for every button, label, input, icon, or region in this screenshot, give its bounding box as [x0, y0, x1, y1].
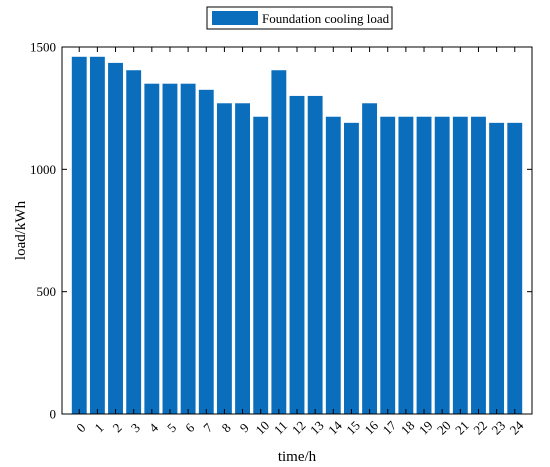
- bar-4: [144, 83, 160, 414]
- x-tick-label: 22: [470, 418, 490, 438]
- x-tick-label: 15: [343, 418, 363, 438]
- bar-5: [162, 83, 178, 414]
- bar-0: [71, 56, 87, 414]
- x-tick-label: 23: [488, 418, 508, 438]
- bar-15: [344, 122, 359, 414]
- x-tick-label: 17: [379, 417, 399, 437]
- bar-14: [325, 116, 341, 414]
- bar-3: [126, 70, 142, 415]
- x-tick-label: 19: [416, 418, 436, 438]
- bar-24: [507, 122, 523, 414]
- bar-12: [289, 95, 305, 415]
- x-tick-label: 8: [218, 420, 233, 435]
- bar-22: [471, 116, 486, 414]
- x-tick-label: 7: [200, 420, 216, 436]
- bar-7: [198, 89, 214, 414]
- x-axis-label: time/h: [278, 449, 317, 465]
- bar-1: [89, 56, 105, 414]
- bar-21: [452, 116, 468, 414]
- x-tick-label: 21: [452, 418, 472, 438]
- x-tick-label: 18: [398, 418, 418, 438]
- bar-9: [235, 103, 250, 415]
- bar-10: [253, 116, 269, 414]
- y-axis-label: load/kWh: [13, 200, 29, 260]
- legend: Foundation cooling load: [206, 6, 393, 30]
- bar-23: [489, 122, 505, 414]
- x-tick-label: 20: [434, 418, 454, 438]
- y-axis-ticks: 0 500 1000 1500: [30, 40, 532, 422]
- bar-11: [271, 70, 287, 415]
- bar-17: [380, 116, 396, 414]
- x-tick-label: 11: [271, 418, 290, 437]
- x-tick-label: 3: [128, 420, 143, 435]
- x-tick-label: 10: [252, 418, 272, 438]
- x-tick-label: 2: [110, 420, 125, 435]
- x-tick-label: 13: [307, 418, 327, 438]
- legend-swatch: [212, 11, 258, 25]
- legend-entry: Foundation cooling load: [262, 11, 390, 26]
- y-tick-label: 0: [50, 407, 57, 422]
- bar-2: [108, 62, 123, 415]
- y-tick-label: 500: [37, 284, 57, 299]
- x-tick-label: 9: [237, 420, 252, 435]
- x-tick-label: 1: [91, 420, 106, 435]
- plot-frame: [61, 46, 533, 415]
- bar-16: [362, 103, 378, 415]
- x-tick-label: 4: [146, 420, 162, 436]
- bars-group: [71, 56, 523, 415]
- y-tick-label: 1500: [30, 40, 56, 55]
- bar-8: [216, 103, 232, 415]
- bar-6: [180, 83, 196, 414]
- x-tick-label: 0: [73, 420, 88, 435]
- x-tick-label: 6: [182, 420, 198, 436]
- bar-19: [416, 116, 432, 414]
- x-tick-label: 12: [289, 418, 309, 438]
- x-tick-label: 16: [361, 417, 381, 437]
- x-tick-label: 14: [325, 417, 345, 437]
- bar-18: [398, 116, 414, 414]
- y-tick-label: 1000: [30, 162, 56, 177]
- bar-20: [434, 116, 450, 414]
- bar-13: [307, 95, 323, 415]
- x-tick-label: 5: [164, 420, 179, 435]
- x-tick-label: 24: [507, 417, 527, 437]
